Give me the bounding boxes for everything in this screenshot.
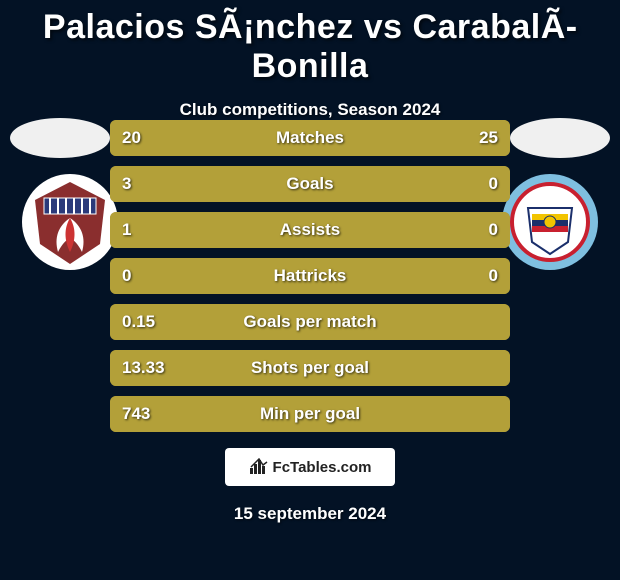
bar-left bbox=[110, 396, 398, 432]
date-label: 15 september 2024 bbox=[0, 504, 620, 524]
bar-left bbox=[110, 120, 286, 156]
bar-right bbox=[398, 396, 510, 432]
club-crest-left bbox=[20, 172, 120, 272]
bar-right bbox=[398, 166, 510, 202]
player-avatar-left bbox=[10, 118, 110, 158]
stat-row: Hattricks00 bbox=[110, 258, 510, 294]
bar-right bbox=[310, 258, 510, 294]
page-title: Palacios SÃ¡nchez vs CarabalÃ­ Bonilla bbox=[0, 0, 620, 86]
stat-rows: Matches2025 Goals30 Assists10 Hattricks00 Go… bbox=[110, 120, 510, 442]
bar-left bbox=[110, 304, 398, 340]
brand-label: FcTables.com bbox=[273, 459, 372, 476]
bar-right bbox=[286, 120, 510, 156]
stat-row: Goals30 bbox=[110, 166, 510, 202]
bar-left bbox=[110, 258, 310, 294]
bar-right bbox=[398, 304, 510, 340]
stat-row: Matches2025 bbox=[110, 120, 510, 156]
subtitle: Club competitions, Season 2024 bbox=[0, 100, 620, 120]
brand-tag: FcTables.com bbox=[225, 448, 395, 486]
stat-row: Min per goal743 bbox=[110, 396, 510, 432]
bars-icon bbox=[249, 458, 269, 476]
stat-row: Assists10 bbox=[110, 212, 510, 248]
bar-left bbox=[110, 212, 398, 248]
bar-left bbox=[110, 166, 398, 202]
stat-row: Shots per goal13.33 bbox=[110, 350, 510, 386]
bar-right bbox=[398, 350, 510, 386]
bar-left bbox=[110, 350, 398, 386]
bar-right bbox=[398, 212, 510, 248]
stat-row: Goals per match0.15 bbox=[110, 304, 510, 340]
player-avatar-right bbox=[510, 118, 610, 158]
club-crest-right bbox=[500, 172, 600, 272]
